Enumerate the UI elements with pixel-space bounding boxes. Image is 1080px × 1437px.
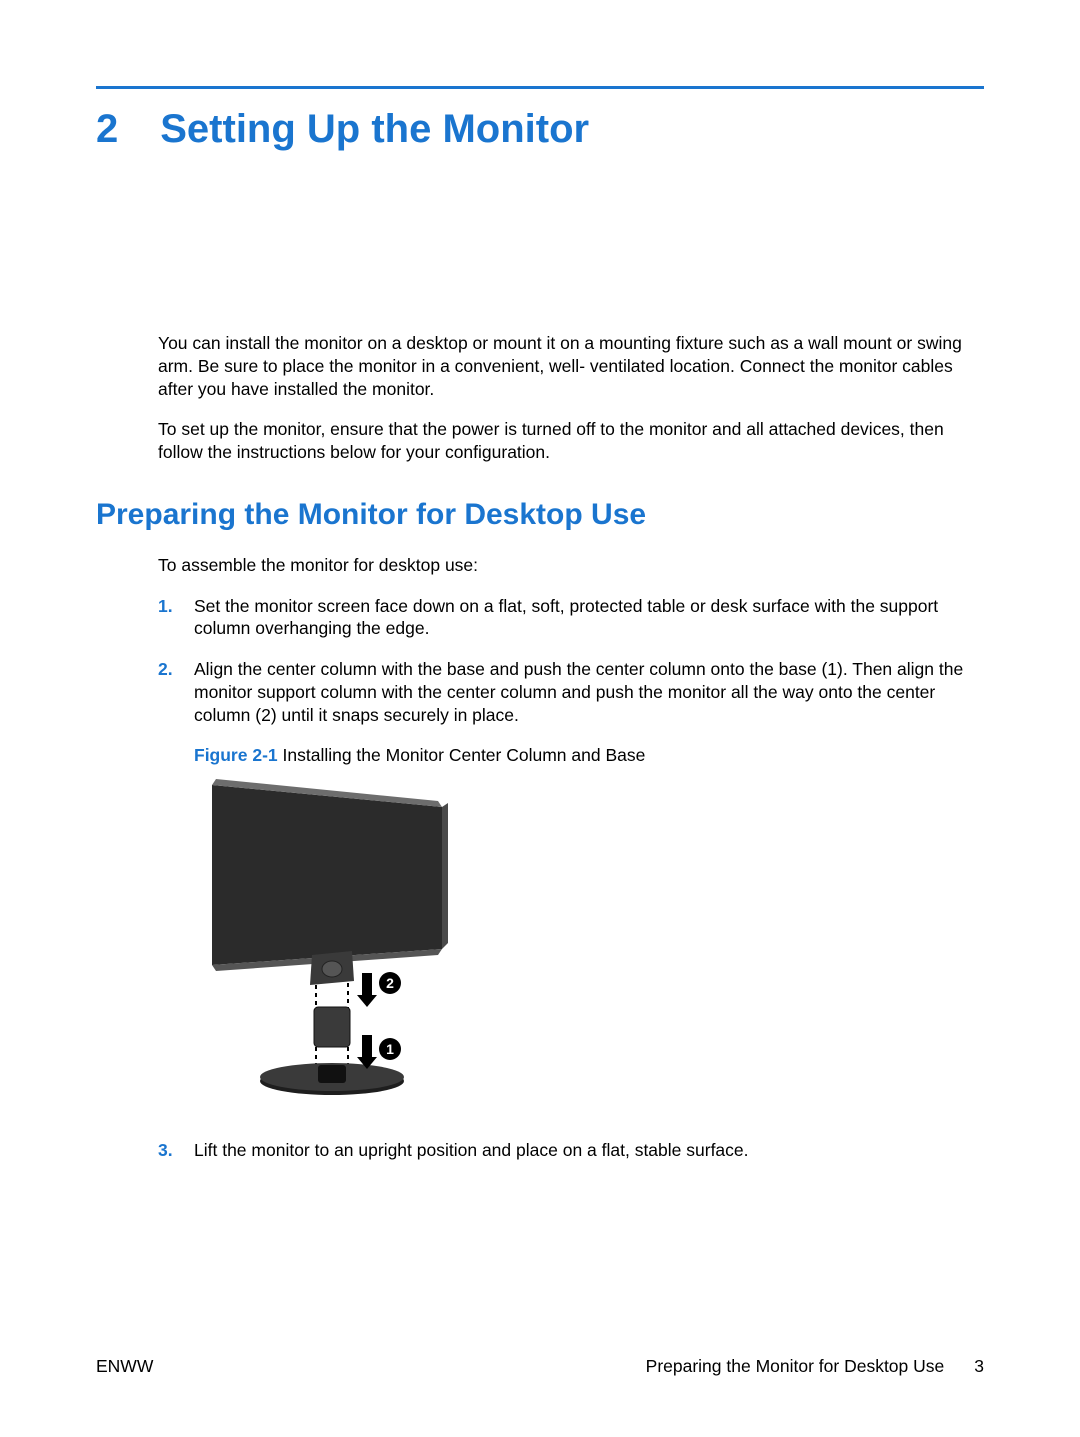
step-number: 1. (158, 595, 176, 641)
step-item: 2. Align the center column with the base… (158, 658, 984, 1121)
monitor-assembly-illustration: 2 1 (194, 777, 464, 1097)
step-number: 2. (158, 658, 176, 1121)
step-item: 3. Lift the monitor to an upright positi… (158, 1139, 984, 1162)
chapter-title: Setting Up the Monitor (160, 107, 589, 152)
footer-right: Preparing the Monitor for Desktop Use 3 (646, 1356, 984, 1377)
base-socket (318, 1065, 346, 1083)
footer-page-number: 3 (974, 1356, 984, 1377)
section-heading: Preparing the Monitor for Desktop Use (96, 498, 984, 532)
step-text: Set the monitor screen face down on a fl… (194, 595, 984, 641)
chapter-number: 2 (96, 107, 118, 152)
intro-block: You can install the monitor on a desktop… (96, 332, 984, 464)
steps-list: 1. Set the monitor screen face down on a… (96, 595, 984, 1162)
page-footer: ENWW Preparing the Monitor for Desktop U… (96, 1356, 984, 1377)
figure-label: Figure 2-1 (194, 745, 278, 765)
footer-left: ENWW (96, 1356, 153, 1377)
intro-paragraph-1: You can install the monitor on a desktop… (158, 332, 984, 400)
step-text: Align the center column with the base an… (194, 659, 963, 725)
monitor-side-edge (442, 803, 448, 949)
callout-1-group: 1 (357, 1035, 401, 1069)
intro-paragraph-2: To set up the monitor, ensure that the p… (158, 418, 984, 464)
step-number: 3. (158, 1139, 176, 1162)
neck-pivot (322, 961, 342, 977)
document-page: 2 Setting Up the Monitor You can install… (0, 0, 1080, 1240)
figure-caption: Installing the Monitor Center Column and… (278, 745, 646, 765)
figure: 2 1 (194, 777, 984, 1097)
footer-section-label: Preparing the Monitor for Desktop Use (646, 1356, 945, 1377)
section-body: To assemble the monitor for desktop use: (96, 554, 984, 577)
monitor-back-panel (212, 785, 442, 965)
callout-number: 1 (386, 1041, 394, 1057)
step-body: Align the center column with the base an… (194, 658, 984, 1121)
step-text: Lift the monitor to an upright position … (194, 1139, 749, 1162)
callout-2-group: 2 (357, 972, 401, 1007)
figure-caption-line: Figure 2-1 Installing the Monitor Center… (194, 744, 984, 767)
center-column (314, 1007, 350, 1047)
chapter-heading: 2 Setting Up the Monitor (96, 107, 984, 152)
callout-number: 2 (386, 975, 394, 991)
step-item: 1. Set the monitor screen face down on a… (158, 595, 984, 641)
section-lead: To assemble the monitor for desktop use: (158, 554, 984, 577)
top-rule (96, 86, 984, 89)
